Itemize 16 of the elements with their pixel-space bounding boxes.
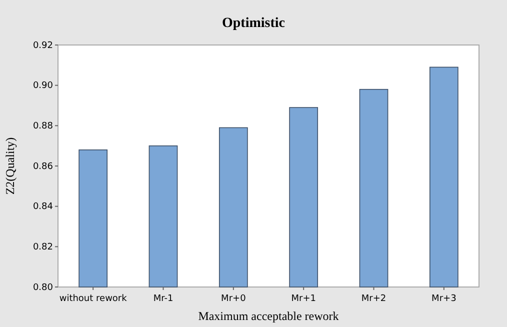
y-tick-label: 0.84 <box>32 202 54 212</box>
x-tick-label: Mr+0 <box>221 294 246 304</box>
x-tick-label: Mr+1 <box>291 294 316 304</box>
y-tick-label: 0.90 <box>32 81 54 92</box>
y-tick-label: 0.86 <box>32 162 54 172</box>
chart-title: Optimistic <box>222 16 285 31</box>
y-tick-label: 0.88 <box>32 122 54 132</box>
x-tick-label: Mr+3 <box>432 294 456 304</box>
y-tick-label: 0.80 <box>32 282 54 293</box>
y-axis-title: Z2(Quality) <box>3 137 17 195</box>
x-tick-label: without rework <box>59 294 128 304</box>
y-tick-label: 0.92 <box>32 40 53 51</box>
x-axis-title: Maximum acceptable rework <box>198 309 339 323</box>
y-tick-label: 0.82 <box>32 242 53 253</box>
x-tick-label: Mr+2 <box>361 294 386 304</box>
x-tick-label: Mr-1 <box>153 294 174 304</box>
